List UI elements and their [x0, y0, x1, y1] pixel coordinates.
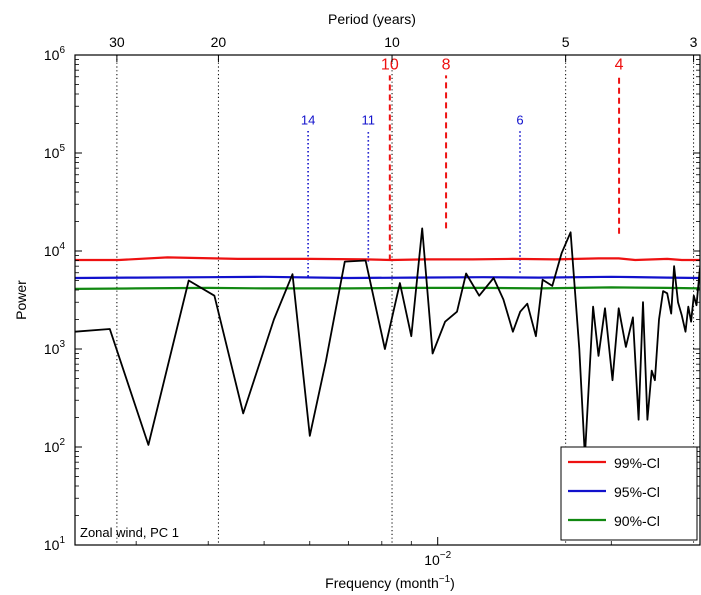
confidence-line	[75, 275, 700, 280]
y-tick-label: 103	[44, 339, 66, 357]
plot-frame	[74, 54, 701, 546]
peak-marker-label: 11	[362, 112, 376, 127]
legend: 99%-Cl 95%-Cl 90%-Cl	[560, 446, 698, 541]
y-tick-label: 106	[44, 45, 66, 63]
peak-marker-label: 14	[301, 112, 315, 127]
peak-marker-label: 10	[381, 56, 399, 73]
peak-marker-label: 8	[442, 56, 451, 73]
peak-markers: 10 8 4 14 11 6	[301, 56, 624, 277]
y-tick-label: 105	[44, 143, 66, 161]
period-tick-label: 30	[109, 34, 125, 50]
legend-label-90: 90%-Cl	[614, 513, 660, 529]
x-axis-label-end: )	[450, 575, 455, 591]
x-axis-label-main: Frequency (month	[325, 575, 439, 591]
series-lines	[75, 227, 700, 458]
axis-labels: Period (years) Power Frequency (month−1)…	[13, 11, 455, 591]
y-axis-label: Power	[13, 280, 29, 320]
period-axis-label: Period (years)	[328, 11, 416, 27]
peak-marker-label: 4	[615, 56, 624, 73]
period-tick-label: 10	[384, 34, 400, 50]
chart-annotation: Zonal wind, PC 1	[80, 525, 179, 540]
period-tick-label: 20	[211, 34, 227, 50]
confidence-line	[75, 256, 700, 262]
period-tick-label: 5	[562, 34, 570, 50]
legend-label-95: 95%-Cl	[614, 484, 660, 500]
peak-marker-label: 6	[516, 112, 523, 127]
y-tick-label: 102	[44, 437, 66, 455]
confidence-line	[75, 286, 700, 290]
power-spectrum-line	[75, 227, 700, 458]
x-axis-label-exponent: −1	[439, 574, 451, 585]
period-tick-label: 3	[690, 34, 698, 50]
x-axis-label: Frequency (month−1)	[325, 574, 455, 591]
y-tick-label: 104	[44, 241, 66, 259]
legend-label-99: 99%-Cl	[614, 455, 660, 471]
y-tick-label: 101	[44, 535, 66, 553]
x-tick-label: 10−2	[424, 550, 451, 568]
